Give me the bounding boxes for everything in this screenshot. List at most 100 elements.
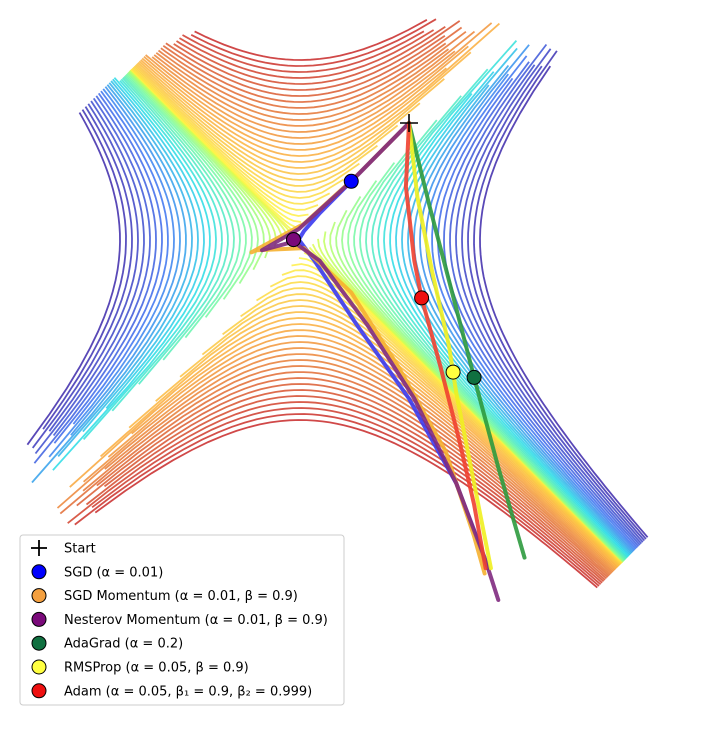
series-marker (286, 232, 301, 248)
contour-line (162, 26, 463, 103)
legend-label: Adam (α = 0.05, β₁ = 0.9, β₂ = 0.999) (64, 684, 312, 699)
contour-line (124, 74, 241, 339)
contour-line (111, 78, 223, 412)
contour-line (137, 62, 445, 169)
contour-line (371, 95, 628, 560)
contour-line (383, 40, 629, 558)
contour-line (182, 30, 425, 73)
contour-line (401, 47, 632, 556)
contour-line (176, 26, 446, 85)
contour-line (125, 73, 247, 318)
legend: Start SGD (α = 0.01) SGD Momentum (α = 0.0… (19, 534, 345, 706)
contour-line (53, 92, 163, 444)
series-marker (343, 173, 359, 189)
contour-line (42, 109, 127, 430)
contour-line (26, 112, 121, 446)
legend-item: RMSProp (α = 0.05, β = 0.9) (31, 659, 249, 676)
contour-line (133, 65, 378, 187)
contour-line (82, 80, 217, 440)
contour-line (136, 63, 421, 175)
legend-label: SGD Momentum (α = 0.01, β = 0.9) (64, 589, 298, 604)
contour-line (59, 371, 610, 577)
contour-line (134, 64, 399, 181)
optimizer-markers (286, 173, 482, 385)
contour-line (104, 359, 612, 575)
loss-surface-contours (26, 18, 649, 589)
contour-line (72, 90, 169, 425)
contour-line (443, 61, 640, 547)
contour-line (143, 45, 469, 145)
contour-line (431, 55, 637, 550)
contour-line (455, 64, 642, 545)
contour-line (377, 68, 628, 559)
legend-item: Adam (α = 0.05, β₁ = 0.9, β₂ = 0.999) (31, 683, 312, 699)
contour-line (127, 72, 259, 284)
contour-line (52, 77, 211, 471)
contour-line (155, 48, 450, 121)
contour-line (100, 323, 618, 569)
legend-swatch (31, 588, 47, 604)
contour-line (74, 413, 600, 587)
contour-line (145, 22, 493, 139)
contour-line (122, 77, 229, 385)
contour-line (31, 106, 133, 449)
series-marker (445, 364, 461, 380)
contour-line (105, 78, 205, 409)
contour-line (130, 68, 319, 211)
contour-line (126, 73, 253, 300)
contour-line (437, 77, 638, 549)
legend-item: SGD (α = 0.01) (31, 564, 163, 580)
contour-line (479, 65, 649, 538)
legend-swatch (31, 611, 47, 627)
legend-label: Nesterov Momentum (α = 0.01, β = 0.9) (64, 613, 328, 628)
contour-line (461, 48, 644, 543)
contour-line (365, 119, 627, 560)
contour-line (123, 76, 235, 361)
contour-line (34, 100, 145, 455)
contour-line (138, 51, 472, 163)
legend-label: RMSProp (α = 0.05, β = 0.9) (64, 661, 249, 676)
contour-line (48, 103, 139, 432)
legend-label: SGD (α = 0.01) (64, 565, 163, 580)
legend-swatch (31, 683, 47, 699)
legend-label: AdaGrad (α = 0.2) (64, 637, 183, 652)
contour-line (91, 407, 602, 585)
series-path (407, 121, 527, 560)
contour-line (165, 34, 446, 97)
contour-line (194, 19, 428, 61)
contour-line (190, 18, 437, 67)
legend-item: SGD Momentum (α = 0.01, β = 0.9) (31, 588, 298, 604)
contour-line (31, 84, 187, 484)
contour-line (82, 80, 199, 433)
contour-line (153, 30, 476, 127)
contour-line (473, 50, 647, 540)
contour-line (132, 67, 344, 199)
contour-line (133, 66, 360, 193)
series-marker (414, 290, 430, 306)
contour-line (140, 22, 500, 157)
legend-swatch (31, 564, 47, 580)
contour-line (179, 29, 435, 79)
contour-line (94, 419, 598, 589)
contour-line (128, 317, 619, 568)
contour-line (52, 97, 151, 437)
contour-line (395, 71, 631, 556)
contour-line (33, 95, 157, 464)
contour-line (151, 50, 456, 133)
contour-line (359, 141, 626, 561)
legend-item-start: Start (31, 540, 96, 557)
contour-line (160, 42, 447, 109)
contour-line (128, 70, 271, 259)
contour-line (96, 377, 609, 578)
contour-line (449, 43, 641, 546)
contour-line (70, 86, 181, 436)
contour-line (67, 401, 603, 584)
contour-line (419, 44, 635, 552)
contour-line (173, 20, 461, 91)
contour-line (57, 82, 193, 457)
contour-line (141, 57, 447, 151)
series-path (403, 121, 488, 571)
legend-swatch (31, 635, 47, 651)
contour-line (48, 88, 175, 458)
